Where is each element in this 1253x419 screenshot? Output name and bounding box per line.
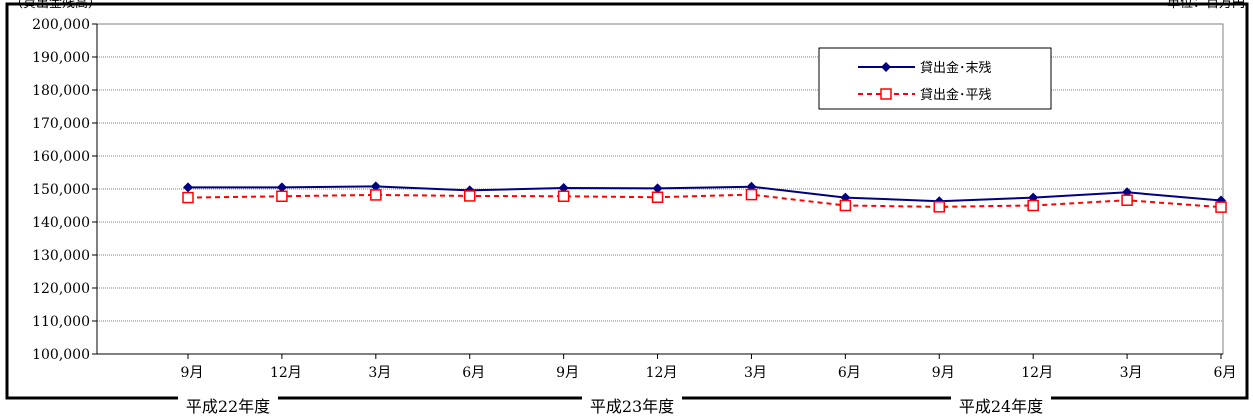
y-axis-ticks: 100,000 110,000 120,000 130,000 140,000 150,0… — [32, 17, 98, 363]
y-tick-label: 160,000 — [32, 149, 90, 165]
x-tick-label: 12月 — [646, 365, 678, 381]
y-tick-label: 180,000 — [32, 83, 90, 99]
data-point — [652, 183, 663, 194]
y-tick-label: 200,000 — [32, 17, 90, 33]
series-line-2 — [187, 193, 1222, 209]
x-tick-label: 12月 — [270, 365, 302, 381]
data-point — [182, 191, 194, 204]
data-point — [933, 201, 946, 213]
fiscal-year-label: 平成24年度 — [959, 397, 1043, 416]
fiscal-year-label-bg — [582, 392, 682, 414]
legend-marker-series-1 — [881, 62, 891, 72]
y-tick-label: 140,000 — [32, 215, 90, 231]
fiscal-year-label-bg — [951, 392, 1051, 414]
y-tick-label: 150,000 — [32, 182, 90, 198]
left-note: （貸出金残高） — [10, 0, 101, 11]
y-tick-label: 130,000 — [32, 248, 90, 264]
data-point — [370, 189, 382, 201]
x-tick-label: 3月 — [368, 365, 391, 381]
legend-label-series-2: 貸出金･平残 — [920, 87, 992, 103]
y-tick-label: 170,000 — [32, 116, 90, 132]
x-tick-label: 12月 — [1021, 365, 1053, 381]
x-tick-label: 3月 — [1120, 365, 1143, 381]
data-point — [276, 182, 287, 193]
unit-note: 単位：百万円 — [1167, 0, 1245, 11]
series-group — [182, 181, 1227, 213]
fiscal-year-label-bg — [178, 392, 278, 414]
legend-marker-series-2 — [880, 88, 892, 100]
x-tick-label: 6月 — [1214, 365, 1237, 381]
y-tick-label: 190,000 — [32, 50, 90, 66]
fiscal-year-label: 平成23年度 — [590, 397, 674, 416]
data-point — [745, 188, 758, 201]
fiscal-year-labels: 平成22年度 平成23年度 平成24年度 — [7, 392, 1247, 416]
data-point — [1215, 201, 1227, 213]
x-tick-label: 9月 — [556, 365, 579, 381]
data-point — [557, 190, 570, 203]
data-point — [1121, 194, 1133, 206]
y-tick-label: 110,000 — [32, 314, 90, 330]
fiscal-year-label: 平成22年度 — [186, 397, 270, 416]
x-tick-label: 9月 — [181, 365, 204, 381]
y-tick-label: 120,000 — [32, 281, 90, 297]
data-point — [276, 190, 288, 203]
data-point — [370, 181, 381, 192]
x-tick-label: 9月 — [932, 365, 955, 381]
x-tick-label: 3月 — [744, 365, 767, 381]
legend: 貸出金･末残 貸出金･平残 — [818, 47, 1052, 110]
series-line-1 — [188, 185, 1222, 203]
data-point — [463, 190, 476, 202]
legend-label-series-1: 貸出金･末残 — [920, 60, 992, 76]
legend-box — [818, 47, 1052, 110]
x-tick-label: 6月 — [462, 365, 485, 381]
x-axis-ticks: 9月 12月 3月 6月 9月 12月 3月 6月 9月 12月 3月 6月 — [97, 353, 1237, 381]
data-point — [651, 191, 664, 203]
y-tick-label: 100,000 — [32, 347, 90, 363]
data-point — [839, 199, 852, 212]
x-tick-label: 6月 — [838, 365, 861, 381]
data-point — [183, 182, 193, 193]
data-point — [1027, 199, 1039, 212]
